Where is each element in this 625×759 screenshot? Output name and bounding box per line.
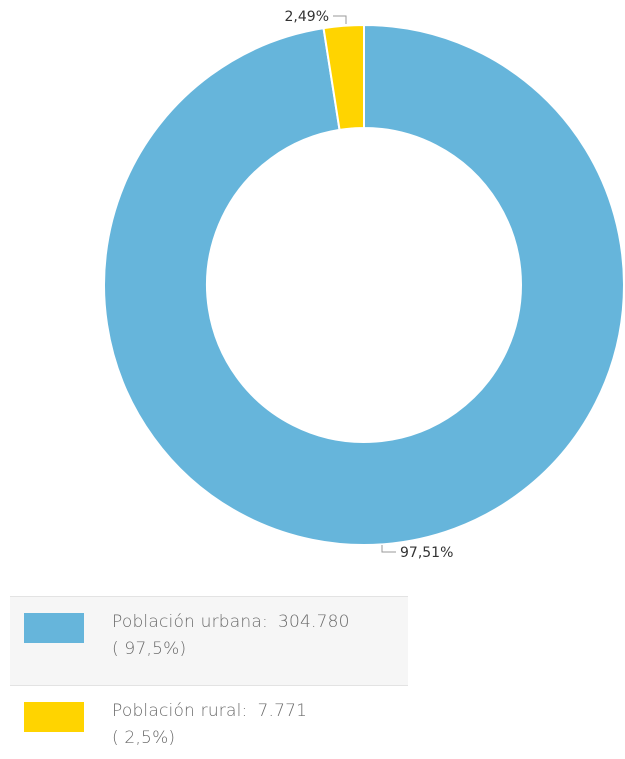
percent-label-1: 2,49% [285, 9, 329, 25]
percent-label-0: 97,51% [400, 545, 453, 561]
legend-swatch-urbana [24, 613, 84, 643]
slice-0[interactable] [103, 23, 625, 546]
legend-text-urbana: Población urbana: 304.780 ( 97,5%) [112, 609, 350, 663]
donut-chart: 97,51% 2,49% [103, 9, 625, 561]
legend-percent-rural: ( 2,5%) [112, 728, 176, 748]
legend-item-rural[interactable]: Población rural: 7.771 ( 2,5%) [10, 686, 408, 758]
legend-swatch-rural [24, 702, 84, 732]
leader-line-1 [333, 15, 347, 24]
legend-label-urbana: Población urbana [112, 612, 262, 632]
chart-legend: Población urbana: 304.780 ( 97,5%) Poblac… [10, 596, 408, 758]
legend-percent-urbana: ( 97,5%) [112, 639, 187, 659]
legend-value-rural: 7.771 [257, 701, 308, 721]
legend-label-rural: Población rural [112, 701, 242, 721]
slice-1[interactable] [322, 23, 365, 132]
leader-line-0 [381, 545, 396, 553]
legend-item-urbana[interactable]: Población urbana: 304.780 ( 97,5%) [10, 596, 408, 686]
legend-value-urbana: 304.780 [277, 612, 350, 632]
legend-text-rural: Población rural: 7.771 ( 2,5%) [112, 698, 307, 752]
